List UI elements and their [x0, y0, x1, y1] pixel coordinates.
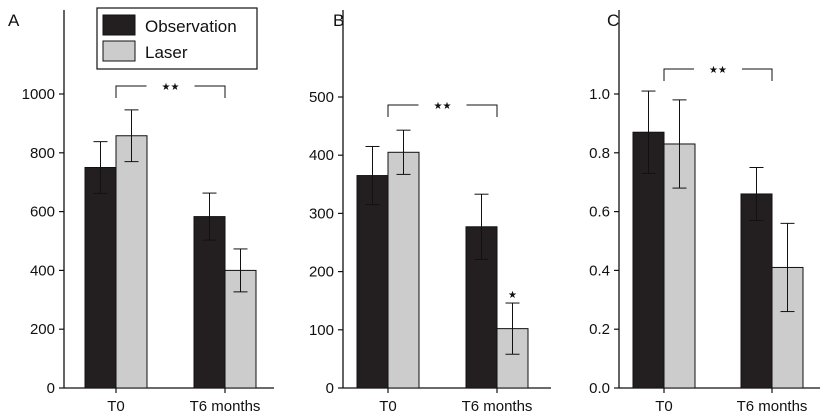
significance-bracket [115, 85, 226, 98]
significance-label: ★★ [709, 65, 727, 76]
bar-observation-t0 [632, 131, 665, 389]
y-tick-label: 200 [309, 264, 334, 281]
panel-c: C 0.0 0.2 0.4 0.6 0.8 1.0 T0 T6 months ★★ [589, 10, 820, 415]
x-tick-label: T6 months [190, 398, 261, 415]
bar-laser-t0 [387, 151, 420, 389]
legend-label-observation: Observation [145, 17, 237, 36]
y-tick-label: 0.6 [589, 204, 610, 221]
y-tick-label: 400 [30, 262, 55, 279]
panel-label: C [607, 11, 619, 30]
panel-a: A 0 200 400 600 800 1000 T0 T6 months ★★ [8, 10, 274, 415]
y-tick-label: 0.2 [589, 321, 610, 338]
legend-label-laser: Laser [145, 43, 188, 62]
significance-label: ★ [508, 290, 517, 301]
y-tick-label: 0 [47, 380, 55, 397]
legend: Observation Laser [96, 7, 258, 70]
y-tick-label: 400 [309, 147, 334, 164]
y-tick-label: 0.4 [589, 262, 610, 279]
y-tick-label: 300 [309, 205, 334, 222]
x-tick-label: T0 [107, 398, 125, 415]
x-tick-label: T0 [655, 398, 673, 415]
bar-observation-t6 [740, 193, 773, 389]
y-tick-label: 500 [309, 89, 334, 106]
y-tick-label: 800 [30, 145, 55, 162]
bar-observation-t0 [356, 175, 389, 389]
y-tick-label: 600 [30, 204, 55, 221]
legend-swatch-observation [102, 14, 136, 36]
x-tick-label: T6 months [737, 398, 808, 415]
y-tick-label: 100 [309, 322, 334, 339]
y-tick-label: 0 [326, 380, 334, 397]
significance-label: ★★ [162, 82, 180, 93]
y-tick-label: 0.0 [589, 380, 610, 397]
bar-laser-t0 [115, 135, 148, 389]
panels: A 0 200 400 600 800 1000 T0 T6 months ★★ B 0 100 200 3… [8, 10, 820, 415]
significance-label: ★★ [434, 101, 452, 112]
panel-label: B [333, 11, 344, 30]
bar-observation-t6 [193, 216, 226, 389]
x-tick-label: T6 months [462, 398, 533, 415]
y-tick-label: 1000 [22, 86, 55, 103]
significance-bracket [387, 104, 498, 117]
significance-bracket [663, 68, 773, 81]
y-tick-label: 0.8 [589, 145, 610, 162]
legend-swatch-laser [102, 40, 136, 62]
y-tick-label: 200 [30, 321, 55, 338]
x-tick-label: T0 [379, 398, 397, 415]
bar-observation-t0 [84, 167, 117, 389]
panel-label: A [8, 11, 20, 30]
y-tick-label: 1.0 [589, 86, 610, 103]
